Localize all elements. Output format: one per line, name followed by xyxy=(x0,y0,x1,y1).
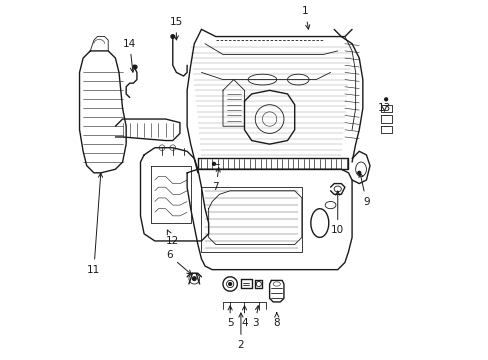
Text: 1: 1 xyxy=(302,6,309,29)
Text: 13: 13 xyxy=(377,103,390,113)
Circle shape xyxy=(357,171,360,174)
Text: 6: 6 xyxy=(165,250,191,274)
Text: 7: 7 xyxy=(212,168,220,192)
Circle shape xyxy=(384,98,387,101)
Text: 12: 12 xyxy=(166,230,179,246)
Text: 4: 4 xyxy=(241,306,247,328)
Text: 3: 3 xyxy=(251,306,259,328)
Text: 15: 15 xyxy=(169,17,183,40)
Text: 10: 10 xyxy=(330,191,344,235)
Text: 5: 5 xyxy=(226,306,233,328)
Text: 8: 8 xyxy=(273,312,280,328)
Circle shape xyxy=(133,65,137,69)
Circle shape xyxy=(171,35,174,39)
Text: 2: 2 xyxy=(237,313,244,350)
Circle shape xyxy=(212,162,215,165)
Text: 11: 11 xyxy=(87,173,102,275)
Circle shape xyxy=(192,277,196,280)
Text: 14: 14 xyxy=(123,39,136,72)
Circle shape xyxy=(228,283,231,285)
Text: 9: 9 xyxy=(358,173,369,207)
